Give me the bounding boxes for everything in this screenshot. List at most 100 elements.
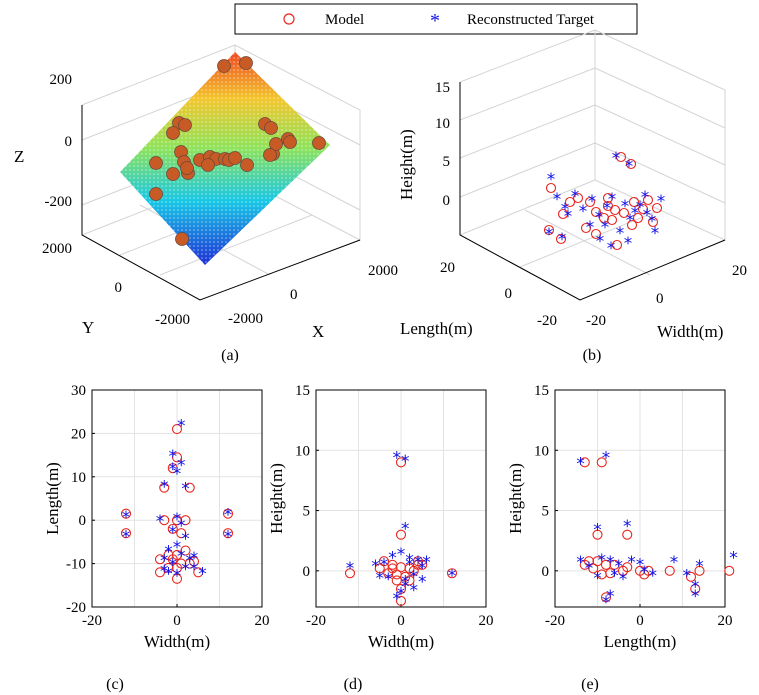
target-point: * — [585, 559, 594, 579]
panel-b-points: ** *** ** *** ************** * * *** — [543, 149, 666, 259]
terrain-marker — [239, 56, 253, 70]
terrain-marker — [264, 121, 278, 135]
terrain-marker — [217, 59, 231, 73]
model-point — [694, 565, 705, 576]
terrain-markers — [149, 56, 326, 246]
target-point: * — [729, 548, 738, 568]
model-point — [622, 529, 633, 540]
model-point — [557, 208, 569, 220]
target-point: * — [418, 559, 427, 579]
model-point — [685, 571, 697, 582]
x-axis-label: Length(m) — [604, 632, 677, 651]
target-point: * — [418, 572, 427, 592]
target-point: * — [160, 551, 169, 571]
target-point: * — [384, 570, 393, 590]
panel-d-caption: (d) — [344, 676, 363, 693]
target-point: * — [648, 212, 657, 232]
target-point: * — [641, 188, 650, 208]
target-point: * — [224, 527, 233, 547]
target-point: * — [631, 204, 640, 224]
model-point — [395, 595, 407, 607]
target-point: * — [586, 218, 595, 238]
y-tick-label: 0 — [303, 564, 311, 580]
target-point: * — [619, 570, 628, 590]
model-point — [643, 565, 654, 576]
target-point: * — [588, 192, 597, 212]
x-tick-label: 0 — [636, 613, 644, 629]
model-point — [374, 563, 385, 574]
target-point: * — [173, 566, 182, 586]
x-tick-label: -20 — [545, 613, 565, 629]
y-tick-label: 10 — [534, 443, 549, 459]
model-point — [647, 216, 659, 228]
target-point: * — [643, 206, 652, 226]
x-tick-label: 0 — [173, 613, 181, 629]
model-point — [171, 424, 183, 435]
y-tick-label: -2000 — [155, 312, 190, 328]
y-tick-label: 10 — [71, 470, 86, 486]
model-point — [617, 565, 629, 576]
terrain-marker — [201, 158, 215, 172]
model-point — [664, 565, 675, 576]
target-point: * — [608, 190, 617, 210]
target-point: * — [579, 202, 588, 222]
terrain-marker — [166, 126, 180, 140]
panel-b: ** *** ** *** ************** * * *** 15 10 5 0 … — [397, 29, 747, 364]
model-point — [154, 567, 166, 578]
target-point: * — [603, 199, 612, 219]
target-point: * — [198, 564, 207, 584]
z-tick-label: 200 — [50, 72, 73, 88]
target-point: * — [593, 521, 602, 541]
model-point — [163, 562, 174, 573]
y-tick-label: -20 — [66, 600, 86, 616]
terrain-marker — [263, 148, 277, 162]
model-point — [391, 575, 402, 586]
target-point: * — [657, 192, 666, 212]
width-tick-label: 0 — [656, 291, 664, 307]
y-tick-label: 5 — [542, 504, 550, 520]
model-point — [167, 463, 178, 474]
target-point: * — [595, 208, 604, 228]
x-tick-label: 2000 — [368, 263, 398, 279]
target-point: * — [401, 577, 410, 597]
target-point: * — [561, 200, 570, 220]
model-point — [167, 554, 178, 565]
target-point: * — [612, 149, 621, 169]
model-point — [579, 457, 590, 468]
y-axis-label: Height(m) — [506, 463, 525, 534]
model-point — [598, 212, 610, 224]
target-point: * — [169, 523, 178, 543]
model-point — [543, 224, 555, 236]
target-point: * — [410, 581, 419, 601]
z-tick-label: -200 — [45, 194, 73, 210]
target-point: * — [397, 545, 406, 565]
model-point — [592, 556, 603, 567]
model-point — [180, 545, 191, 556]
target-point: * — [173, 510, 182, 530]
target-point: * — [576, 553, 585, 573]
model-point — [395, 529, 407, 540]
model-point — [609, 559, 620, 570]
panel-a: 200 0 -200 Z 2000 0 -2000 Y -2000 0 2000… — [14, 44, 398, 364]
model-point — [193, 567, 204, 578]
terrain-marker — [149, 156, 163, 170]
target-point: * — [156, 512, 165, 532]
model-point — [180, 515, 191, 526]
model-point — [724, 565, 735, 576]
target-point: * — [224, 506, 233, 526]
target-point: * — [401, 519, 410, 539]
model-point — [596, 457, 607, 468]
target-point: * — [177, 417, 186, 437]
model-point — [611, 239, 623, 251]
height-tick-label: 10 — [435, 116, 450, 132]
model-point — [408, 565, 419, 576]
target-point: * — [169, 556, 178, 576]
target-point: * — [616, 224, 625, 244]
target-point: * — [173, 538, 182, 558]
target-point: * — [410, 568, 419, 588]
target-point: * — [422, 553, 431, 573]
model-point — [176, 558, 187, 569]
target-point: * — [606, 553, 615, 573]
panel-a-caption: (a) — [221, 347, 239, 364]
